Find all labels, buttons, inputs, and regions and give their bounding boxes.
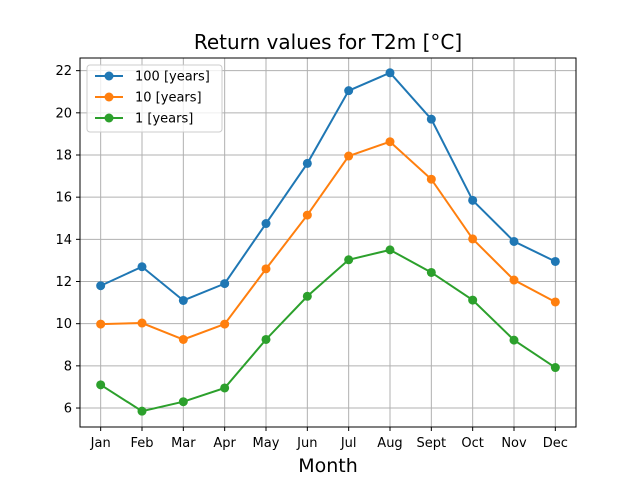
series-layer: [96, 68, 560, 416]
data-point: [178, 334, 188, 344]
data-point: [426, 267, 436, 277]
data-point: [302, 158, 312, 168]
x-tick-label: Jul: [340, 436, 357, 451]
data-point: [385, 137, 395, 147]
data-point: [261, 219, 271, 229]
y-tick-label: 14: [55, 233, 72, 248]
x-tick-label: Oct: [461, 436, 483, 451]
axis-ticks: Jan Feb Mar Apr May Jun Jul Aug Sept Oct Nov Dec 6 8 1…: [55, 64, 567, 451]
y-tick-label: 22: [55, 64, 72, 79]
x-tick-label: Aug: [377, 436, 402, 451]
data-point: [344, 255, 354, 265]
legend-marker: [104, 71, 114, 81]
data-point: [220, 319, 230, 329]
data-point: [261, 334, 271, 344]
x-tick-label: Sept: [417, 436, 447, 451]
data-point: [509, 236, 519, 246]
data-point: [137, 262, 147, 272]
chart-title: Return values for T2m [°C]: [194, 30, 462, 54]
plot-area-frame: [79, 57, 577, 428]
x-tick-label: Apr: [213, 436, 236, 451]
data-point: [220, 383, 230, 393]
grid: [80, 58, 576, 427]
legend-box: [86, 64, 223, 133]
legend-item: 100 [years]: [95, 70, 210, 85]
legend-item: 10 [years]: [95, 91, 202, 106]
series-2: [96, 245, 560, 416]
data-point: [509, 275, 519, 285]
data-point: [509, 335, 519, 345]
legend-item: 1 [years]: [95, 112, 193, 127]
data-point: [137, 318, 147, 328]
series-line: [100, 71, 556, 302]
legend-marker: [104, 92, 114, 102]
data-point: [302, 210, 312, 220]
data-point: [426, 114, 436, 124]
data-point: [344, 86, 354, 96]
data-point: [550, 256, 560, 266]
y-tick-label: 10: [55, 317, 72, 332]
data-point: [261, 264, 271, 274]
x-tick-label: Dec: [543, 436, 568, 451]
data-point: [96, 281, 106, 291]
data-point: [96, 319, 106, 329]
data-point: [550, 297, 560, 307]
data-point: [302, 291, 312, 301]
data-point: [550, 363, 560, 373]
legend-marker: [104, 113, 114, 123]
y-tick-label: 16: [55, 191, 72, 206]
y-tick-label: 8: [64, 359, 72, 374]
series-line: [100, 248, 556, 413]
y-tick-label: 20: [55, 106, 72, 121]
x-tick-label: Feb: [130, 436, 153, 451]
legend: 100 [years] 10 [years] 1 [years]: [86, 64, 223, 133]
legend-label: 1 [years]: [135, 112, 193, 127]
data-point: [385, 68, 395, 78]
data-point: [468, 195, 478, 205]
series-line: [100, 140, 556, 341]
data-point: [96, 380, 106, 390]
data-point: [344, 151, 354, 161]
data-point: [178, 397, 188, 407]
series-0: [96, 68, 560, 305]
data-point: [385, 245, 395, 255]
data-point: [468, 295, 478, 305]
x-axis-label: Month: [298, 455, 358, 477]
data-point: [178, 295, 188, 305]
data-point: [137, 406, 147, 416]
x-tick-label: Jan: [90, 436, 111, 451]
x-tick-label: Jun: [296, 436, 317, 451]
y-tick-label: 6: [64, 402, 72, 417]
data-point: [468, 234, 478, 244]
y-tick-label: 12: [55, 275, 72, 290]
x-tick-label: May: [253, 436, 280, 451]
legend-label: 10 [years]: [135, 91, 202, 106]
data-point: [426, 174, 436, 184]
series-1: [96, 137, 560, 344]
data-point: [220, 279, 230, 289]
x-tick-label: Mar: [171, 436, 196, 451]
x-tick-label: Nov: [501, 436, 527, 451]
legend-label: 100 [years]: [135, 70, 210, 85]
y-tick-label: 18: [55, 148, 72, 163]
